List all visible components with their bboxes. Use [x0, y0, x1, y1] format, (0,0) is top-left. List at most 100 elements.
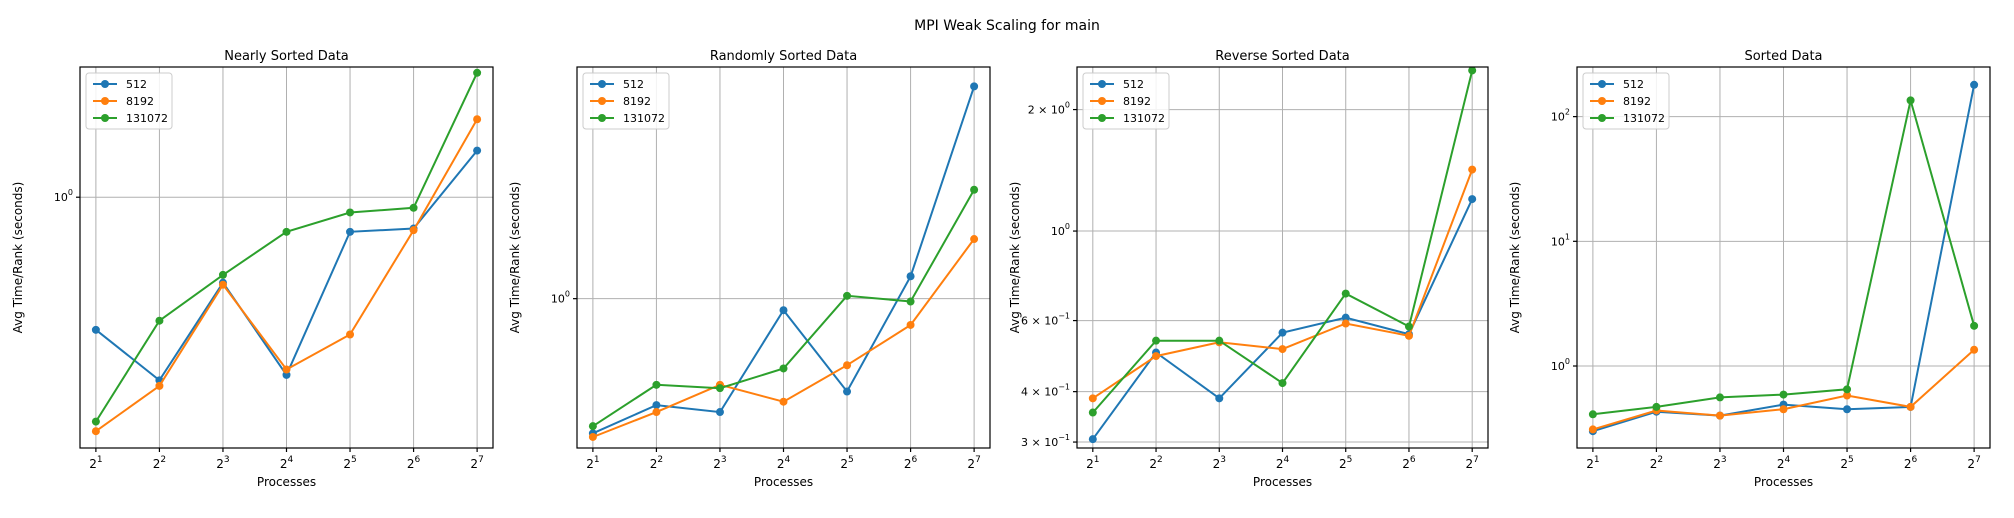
legend-marker-8192 [1098, 97, 1106, 105]
data-point-131072 [1404, 322, 1413, 331]
legend-label: 512 [1123, 78, 1144, 91]
x-tick-exp: 2 [1157, 455, 1163, 465]
data-point-512 [843, 387, 852, 396]
subplot-title: Sorted Data [1744, 49, 1822, 64]
x-tick-base: 2 [1213, 457, 1221, 471]
legend-label: 8192 [1123, 95, 1151, 108]
x-tick-label: 23 [1713, 455, 1726, 471]
x-tick-label: 24 [1276, 455, 1290, 471]
y-tick-mantissa: 6 [1021, 315, 1028, 328]
data-point-131072 [346, 208, 355, 217]
y-tick-base: 10 [1551, 111, 1565, 124]
x-tick-exp: 5 [848, 455, 854, 465]
data-point-131072 [588, 422, 597, 431]
x-tick-base: 2 [1339, 457, 1347, 471]
data-point-131072 [779, 364, 788, 373]
y-axis-label: Avg Time/Rank (seconds) [508, 182, 522, 334]
x-tick-exp: 1 [1094, 455, 1100, 465]
x-tick-label: 22 [1149, 455, 1162, 471]
data-point-8192 [1843, 391, 1852, 400]
x-tick-label: 23 [713, 455, 726, 471]
data-point-131072 [409, 203, 418, 212]
x-tick-base: 2 [1086, 457, 1094, 471]
data-point-131072 [218, 270, 227, 279]
data-point-131072 [906, 297, 915, 306]
x-tick-base: 2 [1402, 457, 1410, 471]
x-tick-exp: 6 [912, 455, 918, 465]
y-tick-times: × [1028, 436, 1044, 449]
x-tick-exp: 4 [1283, 455, 1289, 465]
x-tick-label: 27 [1466, 455, 1479, 471]
y-tick-times: × [1028, 315, 1044, 328]
data-point-8192 [1278, 345, 1287, 354]
subplot-3: 21 22 23 24 25 26 273 × 10−14 × 10−16 × 10−110… [1008, 49, 1489, 489]
x-tick-label: 26 [904, 455, 918, 471]
y-tick-mantissa: 3 [1021, 436, 1028, 449]
x-tick-base: 2 [967, 457, 975, 471]
y-tick-exp: 0 [1565, 357, 1570, 366]
x-tick-exp: 4 [784, 455, 790, 465]
x-tick-exp: 3 [1721, 455, 1727, 465]
x-tick-label: 21 [1086, 455, 1099, 471]
data-point-8192 [1970, 345, 1979, 354]
legend-label: 8192 [623, 95, 651, 108]
legend-label: 131072 [1623, 112, 1665, 125]
x-tick-label: 22 [650, 455, 663, 471]
subplot-title: Nearly Sorted Data [224, 49, 349, 64]
x-tick-exp: 2 [160, 455, 166, 465]
x-tick-exp: 6 [415, 455, 421, 465]
data-point-131072 [1152, 336, 1161, 345]
x-tick-exp: 7 [1473, 455, 1479, 465]
x-tick-exp: 4 [1784, 455, 1790, 465]
data-point-131072 [1341, 289, 1350, 298]
y-tick-mantissa: 2 [1028, 104, 1035, 117]
data-point-8192 [970, 235, 979, 244]
x-tick-exp: 5 [1848, 455, 1854, 465]
y-tick-label: 100 [54, 188, 73, 204]
y-tick-exp: 1 [1565, 232, 1570, 241]
data-point-8192 [409, 226, 418, 235]
y-tick-exp: 0 [1065, 222, 1070, 231]
legend-marker-512 [1598, 80, 1606, 88]
x-tick-label: 25 [343, 455, 356, 471]
x-tick-label: 25 [1339, 455, 1352, 471]
x-tick-base: 2 [89, 457, 97, 471]
data-point-8192 [1588, 425, 1597, 434]
data-point-512 [1215, 394, 1224, 403]
x-tick-exp: 3 [224, 455, 230, 465]
y-tick-base: 10 [1051, 104, 1065, 117]
x-tick-base: 2 [1586, 457, 1594, 471]
legend: 512 8192 131072 [1082, 72, 1170, 130]
axes-frame [1076, 66, 1489, 449]
y-tick-exp: 0 [565, 290, 570, 299]
x-tick-label: 22 [1650, 455, 1663, 471]
x-tick-base: 2 [904, 457, 912, 471]
y-axis-label: Avg Time/Rank (seconds) [11, 182, 25, 334]
x-tick-exp: 6 [1912, 455, 1918, 465]
legend-marker-131072 [1098, 114, 1106, 122]
data-point-512 [906, 272, 915, 281]
legend-label: 512 [1623, 78, 1644, 91]
subplot-title: Reverse Sorted Data [1215, 49, 1349, 64]
data-point-131072 [1715, 393, 1724, 402]
data-point-512 [1341, 313, 1350, 322]
data-point-131072 [652, 380, 661, 389]
axes-frame [1576, 66, 1991, 449]
x-tick-label: 24 [777, 455, 791, 471]
legend-marker-512 [1098, 80, 1106, 88]
x-tick-exp: 4 [287, 455, 293, 465]
data-point-131072 [282, 227, 291, 236]
y-tick-base: 10 [1551, 235, 1565, 248]
x-tick-exp: 2 [657, 455, 663, 465]
data-point-131072 [473, 68, 482, 77]
legend-marker-131072 [1598, 114, 1606, 122]
legend-label: 131072 [623, 112, 665, 125]
x-tick-label: 26 [407, 455, 421, 471]
x-tick-exp: 5 [1347, 455, 1353, 465]
y-axis-label: Avg Time/Rank (seconds) [1508, 182, 1522, 334]
x-tick-exp: 5 [351, 455, 357, 465]
x-tick-label: 23 [216, 455, 229, 471]
data-point-131072 [1843, 385, 1852, 394]
